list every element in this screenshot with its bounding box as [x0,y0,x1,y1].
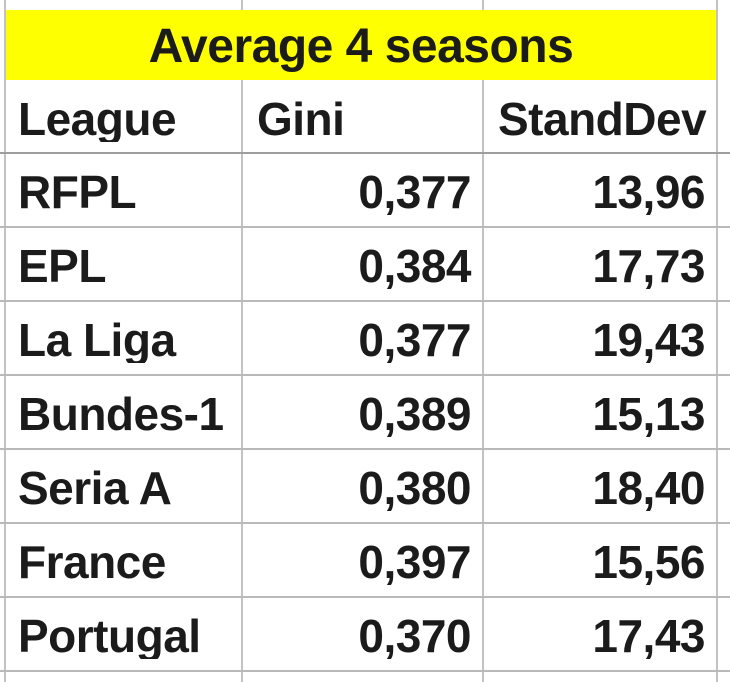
cell-league[interactable]: EPL [18,240,106,289]
cell-gini[interactable]: 0,397 [358,536,471,585]
gridline-horizontal [0,522,730,524]
column-header-league[interactable]: League [18,93,177,142]
cell-gini[interactable]: 0,377 [358,314,471,363]
column-header-gini[interactable]: Gini [257,93,345,142]
table-row: France 0,397 15,56 [6,522,716,596]
cell-standdev[interactable]: 17,43 [592,610,705,659]
cell-league[interactable]: Portugal [18,610,201,659]
gridline-vertical [716,0,718,682]
gridline-horizontal [0,226,730,228]
cell-gini[interactable]: 0,389 [358,388,471,437]
cell-league[interactable]: La Liga [18,314,176,363]
table-row: EPL 0,384 17,73 [6,226,716,300]
gridline-horizontal [0,300,730,302]
merged-title-cell[interactable]: Average 4 seasons [6,10,716,80]
cell-standdev[interactable]: 19,43 [592,314,705,363]
cell-standdev[interactable]: 15,13 [592,388,705,437]
table-row: Portugal 0,370 17,43 [6,596,716,670]
cell-standdev[interactable]: 17,73 [592,240,705,289]
cell-league[interactable]: RFPL [18,166,137,215]
sheet-title: Average 4 seasons [148,19,574,73]
gridline-vertical [482,0,484,682]
cell-gini[interactable]: 0,370 [358,610,471,659]
cell-gini[interactable]: 0,377 [358,166,471,215]
cell-gini[interactable]: 0,380 [358,462,471,511]
cell-league[interactable]: France [18,536,166,585]
cell-standdev[interactable]: 13,96 [592,166,705,215]
data-table: League Gini StandDev RFPL 0,377 13,96 EP… [6,80,716,670]
table-row: RFPL 0,377 13,96 [6,152,716,226]
cell-league[interactable]: Seria A [18,462,172,511]
column-header-standdev[interactable]: StandDev [498,93,707,142]
gridline-horizontal [0,596,730,598]
gridline-horizontal [0,670,730,672]
table-row: Bundes-1 0,389 15,13 [6,374,716,448]
cell-standdev[interactable]: 15,56 [592,536,705,585]
cell-gini[interactable]: 0,384 [358,240,471,289]
table-row: Seria A 0,380 18,40 [6,448,716,522]
table-row: La Liga 0,377 19,43 [6,300,716,374]
gridline-horizontal [0,152,730,154]
header-row: League Gini StandDev [6,80,716,152]
gridline-vertical [4,0,6,682]
gridline-vertical [241,0,243,682]
gridline-horizontal [0,448,730,450]
cell-standdev[interactable]: 18,40 [592,462,705,511]
gridline-horizontal [0,374,730,376]
cell-league[interactable]: Bundes-1 [18,388,224,437]
